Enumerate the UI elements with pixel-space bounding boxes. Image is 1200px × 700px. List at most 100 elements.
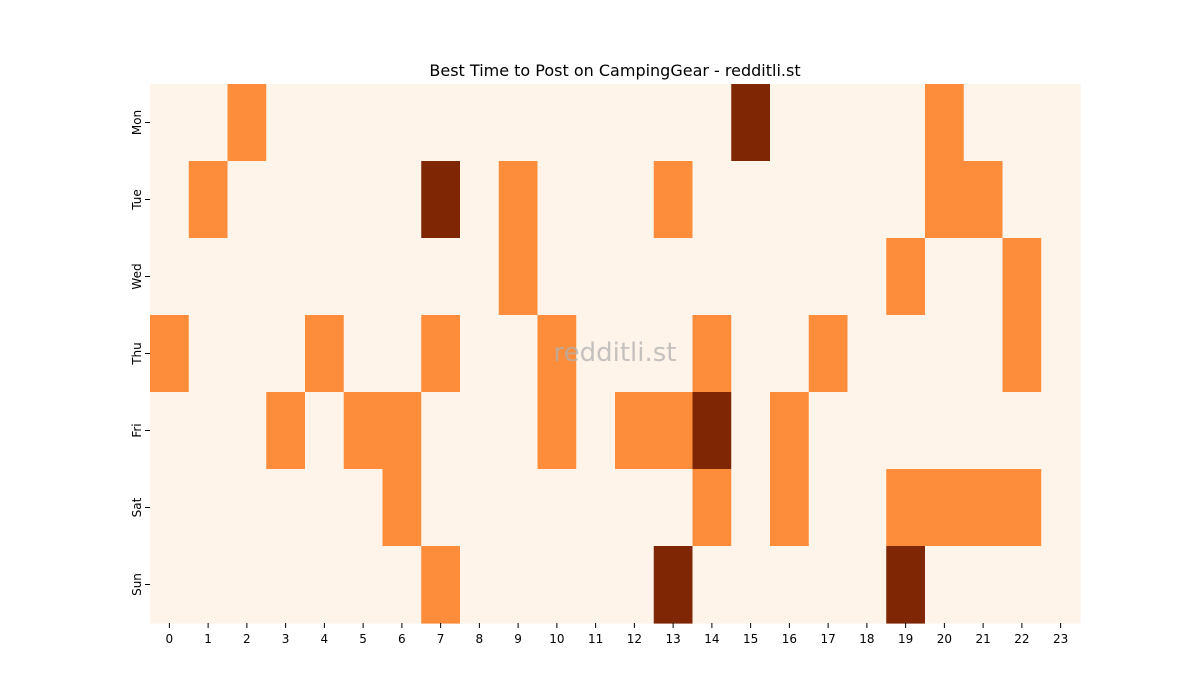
heatmap-cell-wed-20 [925,238,965,316]
heatmap-cell-sun-17 [808,546,849,624]
heatmap-cell-fri-2 [227,392,267,470]
heatmap-cell-tue-15 [731,161,771,239]
heatmap-cell-sat-12 [615,469,655,547]
heatmap-cell-sat-3 [266,469,306,547]
heatmap-cell-sat-1 [188,469,229,547]
x-tick-label: 20 [937,632,952,646]
heatmap-cell-tue-9 [498,161,539,239]
heatmap-cell-wed-5 [343,238,384,316]
heatmap-cell-fri-9 [498,392,539,470]
heatmap-cell-tue-20 [925,161,965,239]
heatmap-cell-tue-0 [150,161,190,239]
heatmap-cell-fri-11 [576,392,616,470]
y-tick-label: Tue [130,189,144,211]
x-tick-label: 5 [359,632,367,646]
heatmap-cell-tue-21 [963,161,1004,239]
heatmap-cell-fri-21 [963,392,1004,470]
heatmap-cell-tue-11 [576,161,616,239]
heatmap-cell-thu-19 [886,315,926,393]
heatmap-cell-tue-18 [847,161,887,239]
heatmap-cell-wed-23 [1041,238,1081,316]
heatmap-cell-thu-6 [382,315,422,393]
heatmap-cell-thu-3 [266,315,306,393]
heatmap-cell-fri-12 [615,392,655,470]
heatmap-cell-wed-3 [266,238,306,316]
heatmap-cell-sun-2 [227,546,267,624]
heatmap-cell-wed-18 [847,238,887,316]
heatmap-cell-mon-13 [653,84,694,162]
heatmap-cell-thu-17 [808,315,849,393]
heatmap-cell-sat-0 [150,469,190,547]
heatmap-cell-wed-17 [808,238,849,316]
heatmap-cell-mon-16 [770,84,810,162]
heatmap-cell-tue-14 [692,161,732,239]
heatmap-cell-tue-19 [886,161,926,239]
x-tick-label: 3 [282,632,290,646]
watermark-text: redditli.st [554,338,677,368]
heatmap-cell-mon-11 [576,84,616,162]
heatmap-cell-fri-14 [692,392,732,470]
heatmap-cell-wed-4 [305,238,345,316]
heatmap-cell-sun-20 [925,546,965,624]
heatmap-cell-wed-2 [227,238,267,316]
x-tick-label: 21 [975,632,990,646]
heatmap-cell-tue-4 [305,161,345,239]
heatmap-cell-sat-18 [847,469,887,547]
heatmap-cell-sun-6 [382,546,422,624]
y-tick-label: Mon [130,110,144,135]
x-tick-label: 15 [743,632,758,646]
heatmap-cell-thu-8 [460,315,500,393]
heatmap-cell-mon-15 [731,84,771,162]
heatmap-cell-tue-6 [382,161,422,239]
heatmap-cell-sat-9 [498,469,539,547]
heatmap-cell-thu-0 [150,315,190,393]
heatmap-cell-tue-5 [343,161,384,239]
heatmap-cell-sun-16 [770,546,810,624]
heatmap-cell-mon-22 [1002,84,1042,162]
x-tick-label: 18 [859,632,874,646]
heatmap-cell-tue-12 [615,161,655,239]
heatmap-cell-mon-14 [692,84,732,162]
heatmap-cell-wed-21 [963,238,1004,316]
heatmap-cell-fri-15 [731,392,771,470]
chart-title: Best Time to Post on CampingGear - reddi… [429,61,800,80]
heatmap-cell-mon-18 [847,84,887,162]
y-tick-label: Wed [130,263,144,289]
heatmap-cell-mon-9 [498,84,539,162]
heatmap-cell-thu-22 [1002,315,1042,393]
x-tick-label: 22 [1014,632,1029,646]
heatmap-cell-sat-22 [1002,469,1042,547]
x-tick-label: 0 [166,632,174,646]
y-tick-label: Thu [130,342,144,366]
heatmap-cell-sun-7 [421,546,461,624]
x-tick-label: 14 [704,632,719,646]
heatmap-cell-thu-11 [576,315,616,393]
heatmap-cell-sat-8 [460,469,500,547]
heatmap-cell-sun-13 [653,546,694,624]
heatmap-cell-fri-5 [343,392,384,470]
heatmap-cell-mon-2 [227,84,267,162]
heatmap-cell-sun-0 [150,546,190,624]
heatmap-cell-sat-23 [1041,469,1081,547]
heatmap-cell-mon-12 [615,84,655,162]
heatmap-cell-sun-3 [266,546,306,624]
heatmap-cell-thu-1 [188,315,229,393]
heatmap-cell-thu-4 [305,315,345,393]
heatmap-cell-tue-22 [1002,161,1042,239]
heatmap-cell-sat-6 [382,469,422,547]
heatmap-cell-fri-19 [886,392,926,470]
heatmap-cell-mon-23 [1041,84,1081,162]
heatmap-cell-thu-5 [343,315,384,393]
heatmap-cell-mon-4 [305,84,345,162]
heatmap-cell-thu-23 [1041,315,1081,393]
heatmap-cell-sat-13 [653,469,694,547]
heatmap-cell-tue-23 [1041,161,1081,239]
heatmap-cell-thu-14 [692,315,732,393]
heatmap-cell-wed-8 [460,238,500,316]
heatmap-cell-wed-6 [382,238,422,316]
heatmap-cell-wed-19 [886,238,926,316]
heatmap-cell-thu-16 [770,315,810,393]
heatmap-cell-thu-15 [731,315,771,393]
x-tick-label: 2 [243,632,251,646]
heatmap-cell-sat-2 [227,469,267,547]
